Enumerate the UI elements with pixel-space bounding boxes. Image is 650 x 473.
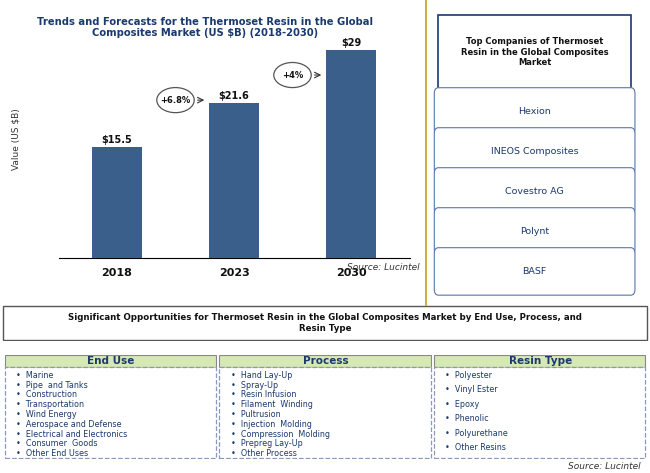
FancyBboxPatch shape bbox=[5, 367, 216, 458]
Ellipse shape bbox=[157, 88, 194, 113]
FancyBboxPatch shape bbox=[434, 168, 635, 215]
Text: •  Pultrusion: • Pultrusion bbox=[231, 410, 281, 419]
Text: •  Spray-Up: • Spray-Up bbox=[231, 381, 278, 390]
Text: BASF: BASF bbox=[523, 267, 547, 276]
Text: •  Pipe  and Tanks: • Pipe and Tanks bbox=[16, 381, 88, 390]
Text: Resin Type: Resin Type bbox=[509, 356, 572, 366]
Text: Top Companies of Thermoset
Resin in the Global Composites
Market: Top Companies of Thermoset Resin in the … bbox=[461, 37, 608, 67]
Text: •  Marine: • Marine bbox=[16, 371, 53, 380]
Text: $15.5: $15.5 bbox=[101, 134, 133, 145]
FancyBboxPatch shape bbox=[220, 367, 430, 458]
FancyBboxPatch shape bbox=[434, 128, 635, 175]
Bar bbox=[209, 103, 259, 258]
Text: •  Filament  Winding: • Filament Winding bbox=[231, 400, 313, 409]
Text: +4%: +4% bbox=[282, 70, 303, 79]
FancyBboxPatch shape bbox=[434, 367, 645, 458]
Text: Polynt: Polynt bbox=[520, 227, 549, 236]
Text: •  Wind Energy: • Wind Energy bbox=[16, 410, 77, 419]
Text: Source: Lucintel: Source: Lucintel bbox=[567, 462, 640, 471]
FancyBboxPatch shape bbox=[434, 208, 635, 255]
FancyBboxPatch shape bbox=[5, 355, 216, 367]
Text: •  Consumer  Goods: • Consumer Goods bbox=[16, 439, 98, 448]
Text: •  Hand Lay-Up: • Hand Lay-Up bbox=[231, 371, 292, 380]
FancyBboxPatch shape bbox=[434, 355, 645, 367]
Text: •  Phenolic: • Phenolic bbox=[445, 414, 489, 423]
Text: +6.8%: +6.8% bbox=[161, 96, 190, 105]
Text: •  Vinyl Ester: • Vinyl Ester bbox=[445, 385, 498, 394]
Bar bbox=[92, 147, 142, 258]
FancyBboxPatch shape bbox=[438, 16, 631, 89]
Text: •  Polyurethane: • Polyurethane bbox=[445, 429, 508, 438]
Text: $21.6: $21.6 bbox=[218, 91, 250, 101]
Text: •  Electrical and Electronics: • Electrical and Electronics bbox=[16, 429, 127, 438]
Text: End Use: End Use bbox=[87, 356, 135, 366]
Text: •  Compression  Molding: • Compression Molding bbox=[231, 429, 330, 438]
Text: Hexion: Hexion bbox=[518, 107, 551, 116]
Text: Source: Lucintel: Source: Lucintel bbox=[346, 263, 419, 272]
Text: •  Other End Uses: • Other End Uses bbox=[16, 449, 88, 458]
Text: •  Construction: • Construction bbox=[16, 390, 77, 400]
Text: Process: Process bbox=[303, 356, 349, 366]
Text: •  Other Resins: • Other Resins bbox=[445, 443, 506, 452]
Text: •  Prepreg Lay-Up: • Prepreg Lay-Up bbox=[231, 439, 303, 448]
Text: •  Epoxy: • Epoxy bbox=[445, 400, 480, 409]
Text: Significant Opportunities for Thermoset Resin in the Global Composites Market by: Significant Opportunities for Thermoset … bbox=[68, 313, 582, 333]
Text: •  Other Process: • Other Process bbox=[231, 449, 297, 458]
Bar bbox=[326, 50, 376, 258]
Text: $29: $29 bbox=[341, 38, 361, 48]
Text: Trends and Forecasts for the Thermoset Resin in the Global
Composites Market (US: Trends and Forecasts for the Thermoset R… bbox=[37, 17, 372, 38]
FancyBboxPatch shape bbox=[434, 248, 635, 295]
Text: •  Aerospace and Defense: • Aerospace and Defense bbox=[16, 420, 122, 429]
Ellipse shape bbox=[274, 62, 311, 88]
FancyBboxPatch shape bbox=[220, 355, 430, 367]
Text: •  Resin Infusion: • Resin Infusion bbox=[231, 390, 296, 400]
Text: •  Transportation: • Transportation bbox=[16, 400, 84, 409]
Text: Covestro AG: Covestro AG bbox=[505, 187, 564, 196]
Text: •  Injection  Molding: • Injection Molding bbox=[231, 420, 312, 429]
Text: INEOS Composites: INEOS Composites bbox=[491, 147, 578, 156]
Text: •  Polyester: • Polyester bbox=[445, 371, 492, 380]
FancyBboxPatch shape bbox=[3, 306, 647, 340]
FancyBboxPatch shape bbox=[434, 88, 635, 135]
Text: Value (US $B): Value (US $B) bbox=[12, 109, 21, 170]
